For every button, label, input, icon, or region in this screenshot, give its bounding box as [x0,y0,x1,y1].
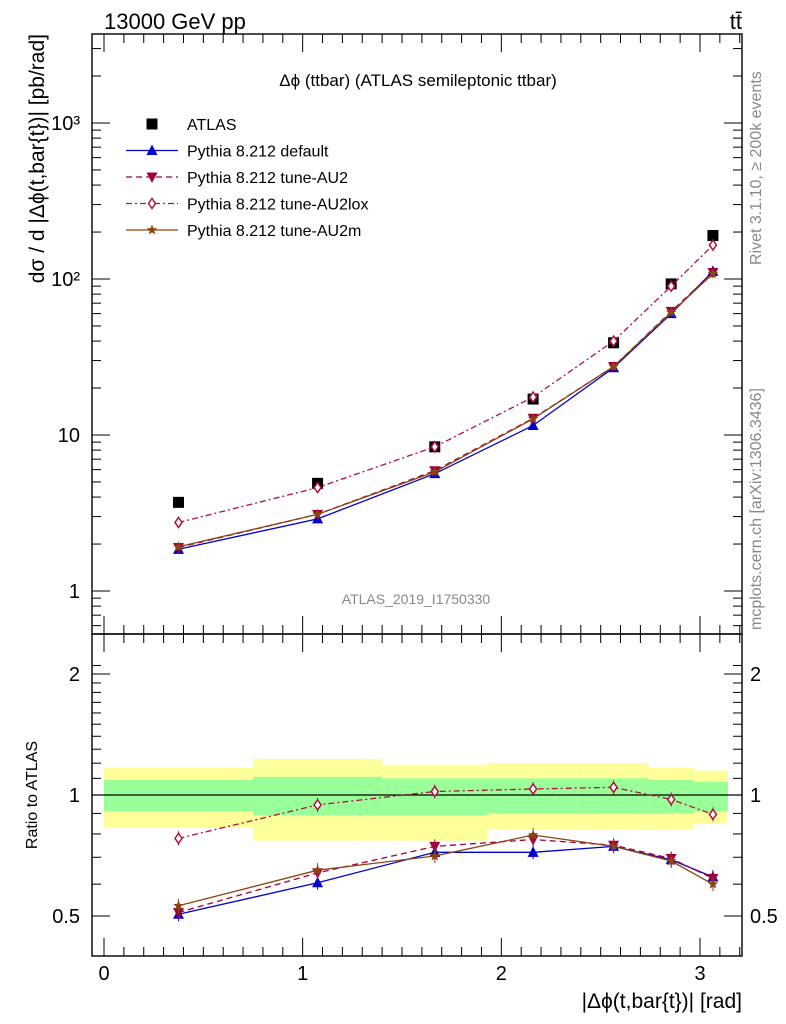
header-right: tt̄ [730,9,742,34]
ratio-point [173,908,184,919]
ratio-point [666,855,677,866]
data-point [173,541,184,552]
y-tick-label: 0.5 [750,906,778,928]
ratio-point [173,900,184,911]
data-point [429,466,440,477]
ratio-point [430,785,440,798]
mcplots-label: mcplots.cern.ch [arXiv:1306.3436] [748,388,765,630]
data-point [608,361,619,371]
data-point [708,238,718,252]
rivet-label: Rivet 3.1.10, ≥ 200k events [748,71,765,265]
y-tick-label: 0.5 [52,906,80,928]
legend-marker [146,172,158,183]
ratio-point [528,782,538,796]
data-point [174,516,183,529]
ratio-series-pythia-8-212-tune-au2m [173,828,719,913]
x-tick-label: 0 [98,963,109,985]
legend-marker [146,224,158,235]
ratio-point [429,850,440,861]
data-point [707,268,719,279]
data-point [528,390,538,404]
data-point [707,230,719,242]
legend-marker [146,144,158,155]
ratio-point [312,876,324,888]
main-ylabel: dσ / d |Δϕ(t,bar{t})| [pb/rad] [26,34,49,283]
ratio-point [608,840,619,851]
ratio-series-pythia-8-212-tune-au2lox [174,780,718,846]
ratio-point [609,781,618,794]
ratio-point [312,864,323,875]
ratio-point [666,793,676,806]
legend-entry: Pythia 8.212 default [187,144,329,161]
series-pythia-8-212-default [173,265,719,554]
legend-marker [147,197,157,210]
series-line [178,272,714,549]
uncertainty-band-inner [487,778,577,814]
ratio-point [707,878,719,889]
series-pythia-8-212-tune-au2m [173,268,719,552]
legend-entry: Pythia 8.212 tune-AU2 [187,170,348,187]
ratio-line [178,845,714,915]
legend: ATLAS Pythia 8.212 default Pythia 8.212 tu… [126,117,368,240]
main-panel: Δϕ (ttbar) (ATLAS semileptonic ttbar) AT… [26,33,743,635]
series-line [178,273,714,548]
ratio-panel: Ratio to ATLAS |Δϕ(t,bar{t})| [rad] 0.5 0… [24,633,778,1013]
data-point [666,307,677,317]
ratio-point [313,798,322,812]
series-line [178,244,714,524]
analysis-watermark: ATLAS_2019_I1750330 [342,591,491,607]
y-tick-label: 1 [750,785,761,807]
data-point [609,334,618,348]
ratio-point [429,841,441,853]
ratio-point [708,808,718,821]
data-point [527,419,539,431]
main-title: Δϕ (ttbar) (ATLAS semileptonic ttbar) [279,71,557,90]
x-axis-label: |Δϕ(t,bar{t})| [rad] [582,990,742,1013]
legend-entry: Pythia 8.212 tune-AU2lox [187,197,368,214]
x-tick-label: 2 [496,963,507,985]
x-tick-label: 1 [297,963,308,985]
ratio-point [527,846,539,857]
uncertainty-band-inner [104,779,253,812]
data-point [527,413,539,424]
y-tick-label: 10³ [51,113,80,135]
legend-entry: Pythia 8.212 tune-AU2m [187,223,361,240]
y-tick-label: 2 [69,664,80,686]
data-point [430,440,440,454]
ratio-point [527,829,539,840]
y-tick-label: 10 [58,425,80,447]
x-tick-label: 3 [694,963,705,985]
header-left: 13000 GeV pp [104,9,246,34]
ratio-ylabel: Ratio to ATLAS [24,741,41,849]
series-pythia-8-212-tune-au2lox [174,238,718,529]
ratio-frame [91,633,743,957]
ratio-point [174,832,183,845]
data-point [666,279,676,293]
y-tick-label: 2 [750,664,761,686]
series-pythia-8-212-tune-au2 [173,268,719,554]
legend-entry: ATLAS [187,117,237,134]
data-point [313,481,322,494]
uncertainty-band-inner [694,781,728,812]
data-point [312,508,323,519]
series-line [178,270,714,550]
y-tick-label: 1 [69,785,80,807]
data-point [173,496,184,508]
y-tick-label: 1 [69,581,80,603]
y-tick-label: 10² [51,269,80,291]
legend-marker [146,118,158,130]
ratio-series-pythia-8-212-tune-au2 [173,832,719,920]
